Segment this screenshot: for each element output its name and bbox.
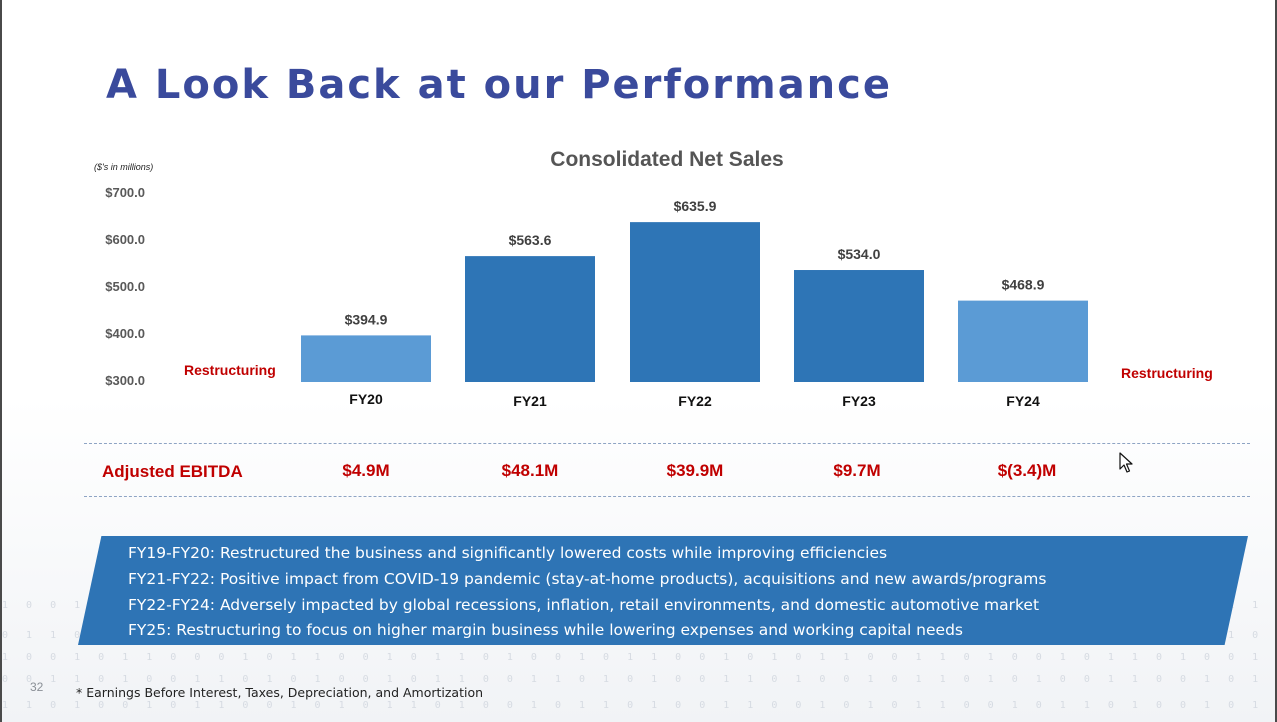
data-label: $394.9 bbox=[345, 311, 388, 327]
ebitda-value-fy23: $9.7M bbox=[833, 461, 881, 480]
y-tick-label: $300.0 bbox=[105, 373, 145, 388]
note-fy22-fy24: FY22-FY24: Adversely impacted by global … bbox=[128, 595, 1040, 614]
divider-bottom bbox=[84, 496, 1250, 497]
ebitda-value-fy22: $39.9M bbox=[666, 461, 724, 480]
note-fy25: FY25: Restructuring to focus on higher m… bbox=[128, 621, 963, 640]
bar-fy24 bbox=[958, 300, 1088, 382]
page-number: 32 bbox=[30, 680, 44, 694]
data-label: $563.6 bbox=[509, 232, 552, 248]
data-label: $468.9 bbox=[1002, 277, 1045, 293]
summary-banner bbox=[78, 536, 1248, 645]
summary-notes: FY19-FY20: Restructured the business and… bbox=[128, 541, 1046, 644]
bar-fy22 bbox=[630, 222, 760, 382]
category-label: FY20 bbox=[349, 391, 383, 407]
ebitda-value-fy24: $(3.4)M bbox=[997, 461, 1057, 480]
y-tick-label: $400.0 bbox=[105, 326, 145, 341]
restructuring-label-left: Restructuring bbox=[184, 362, 276, 378]
restructuring-label-right: Restructuring bbox=[1121, 365, 1213, 381]
chart-title: Consolidated Net Sales bbox=[550, 148, 784, 171]
category-label: FY23 bbox=[842, 393, 876, 409]
y-tick-label: $500.0 bbox=[105, 279, 145, 294]
slide-title: A Look Back at our Performance bbox=[106, 62, 892, 108]
chart-unit-note: ($'s in millions) bbox=[94, 162, 154, 172]
mouse-pointer-icon bbox=[1119, 452, 1133, 473]
note-fy19-fy20: FY19-FY20: Restructured the business and… bbox=[128, 544, 888, 562]
category-label: FY24 bbox=[1006, 393, 1040, 409]
footnote: * Earnings Before Interest, Taxes, Depre… bbox=[76, 685, 484, 700]
binary-background-pattern: 0 0 1 1 0 1 0 0 1 1 0 1 0 1 0 0 1 0 1 1 … bbox=[2, 674, 1275, 685]
divider-top bbox=[84, 443, 1250, 444]
bar-fy20 bbox=[301, 335, 431, 382]
ebitda-value-fy20: $4.9M bbox=[342, 461, 390, 480]
ebitda-value-fy21: $48.1M bbox=[501, 461, 559, 480]
net-sales-bar-chart: $300.0 $400.0 $500.0 $600.0 $700.0 $394.9 FY20… bbox=[105, 185, 1088, 409]
binary-background-pattern: 1 0 0 1 0 1 1 0 0 0 1 0 1 1 0 0 1 0 1 1 … bbox=[2, 652, 1275, 663]
y-tick-label: $700.0 bbox=[105, 185, 145, 200]
bar-fy23 bbox=[794, 270, 924, 382]
note-fy21-fy22: FY21-FY22: Positive impact from COVID-19… bbox=[128, 569, 1047, 588]
ebitda-label: Adjusted EBITDA bbox=[102, 462, 243, 481]
data-label: $534.0 bbox=[838, 246, 881, 262]
data-label: $635.9 bbox=[674, 198, 717, 214]
category-label: FY22 bbox=[678, 393, 712, 409]
binary-background-pattern: 1 1 0 1 0 0 1 0 1 1 0 0 1 0 1 0 1 1 0 1 … bbox=[2, 700, 1275, 711]
bar-fy21 bbox=[465, 256, 595, 382]
y-tick-label: $600.0 bbox=[105, 232, 145, 247]
category-label: FY21 bbox=[513, 393, 547, 409]
